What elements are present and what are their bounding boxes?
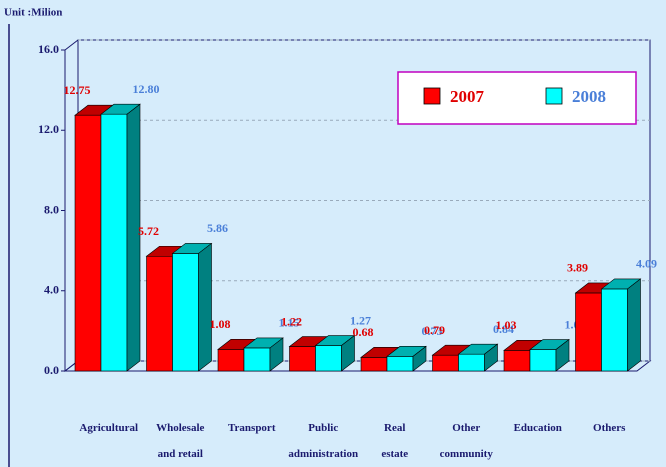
value-label: 1.08	[210, 317, 231, 331]
value-label: 1.22	[281, 314, 302, 328]
bar-front	[601, 288, 628, 372]
bar-side	[269, 337, 284, 372]
value-label: 5.72	[138, 224, 159, 238]
y-tick-label: 12.0	[38, 122, 59, 136]
bar-side	[412, 345, 427, 372]
bar-side	[341, 334, 355, 372]
x-tick-label: Education	[514, 422, 562, 434]
bar-front	[243, 347, 271, 372]
bar-front	[575, 292, 602, 372]
bar-front	[289, 346, 316, 372]
legend-label: 2008	[572, 87, 606, 106]
x-tick-label: Public administration	[288, 422, 358, 460]
bar-front	[458, 353, 485, 372]
bar-side	[484, 343, 498, 372]
bar-front	[146, 255, 173, 372]
value-label: 0.73	[422, 324, 443, 338]
y-tick-label: 4.0	[44, 283, 59, 297]
bar-front	[432, 354, 459, 372]
x-tick-label: Transport	[228, 422, 276, 434]
bar-side	[198, 242, 212, 372]
x-tick-label: Real estate	[381, 422, 408, 460]
value-label: 12.80	[133, 82, 160, 96]
value-label: 1.27	[350, 313, 371, 327]
value-label: 0.79	[424, 323, 445, 337]
value-label: 1.03	[496, 318, 517, 332]
bar-side	[126, 103, 141, 372]
bar-front	[386, 356, 414, 372]
bar-front	[217, 349, 245, 372]
bar-side	[555, 338, 570, 372]
bar-front	[74, 114, 102, 372]
y-tick-label: 8.0	[44, 202, 59, 216]
x-tick-label: Agricultural	[79, 422, 138, 434]
bar-front	[100, 113, 128, 372]
y-tick-label: 16.0	[38, 42, 59, 56]
bar-front	[503, 350, 531, 372]
unit-label: Unit :Milion	[4, 7, 62, 19]
legend-label: 2007	[450, 87, 485, 106]
legend-swatch	[423, 87, 441, 105]
x-tick-label: Others	[593, 422, 626, 434]
bar-front	[172, 253, 199, 372]
value-label: 1.15	[279, 316, 300, 330]
x-tick-label: Wholesale and retail	[156, 422, 204, 460]
value-label: 0.68	[353, 325, 374, 339]
bar-front	[529, 349, 557, 372]
legend-swatch	[545, 87, 563, 105]
value-label: 4.09	[636, 257, 657, 271]
value-label: 12.75	[64, 83, 91, 97]
value-label: 3.89	[567, 261, 588, 275]
bar-front	[315, 345, 342, 372]
value-label: 5.86	[207, 221, 228, 235]
y-tick-label: 0.0	[44, 363, 59, 377]
value-label: 0.84	[493, 322, 514, 336]
bar-side	[627, 278, 641, 372]
x-tick-label: Other community	[440, 422, 494, 460]
bar-front	[360, 357, 388, 372]
